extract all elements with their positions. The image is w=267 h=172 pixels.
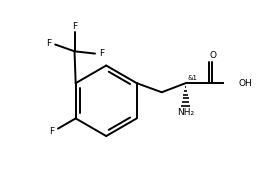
Text: &1: &1 — [187, 75, 197, 81]
Text: F: F — [46, 39, 51, 48]
Text: NH₂: NH₂ — [177, 108, 194, 117]
Text: OH: OH — [239, 79, 252, 88]
Text: F: F — [72, 22, 77, 31]
Text: F: F — [49, 127, 54, 136]
Text: F: F — [99, 49, 104, 58]
Text: O: O — [209, 51, 217, 60]
